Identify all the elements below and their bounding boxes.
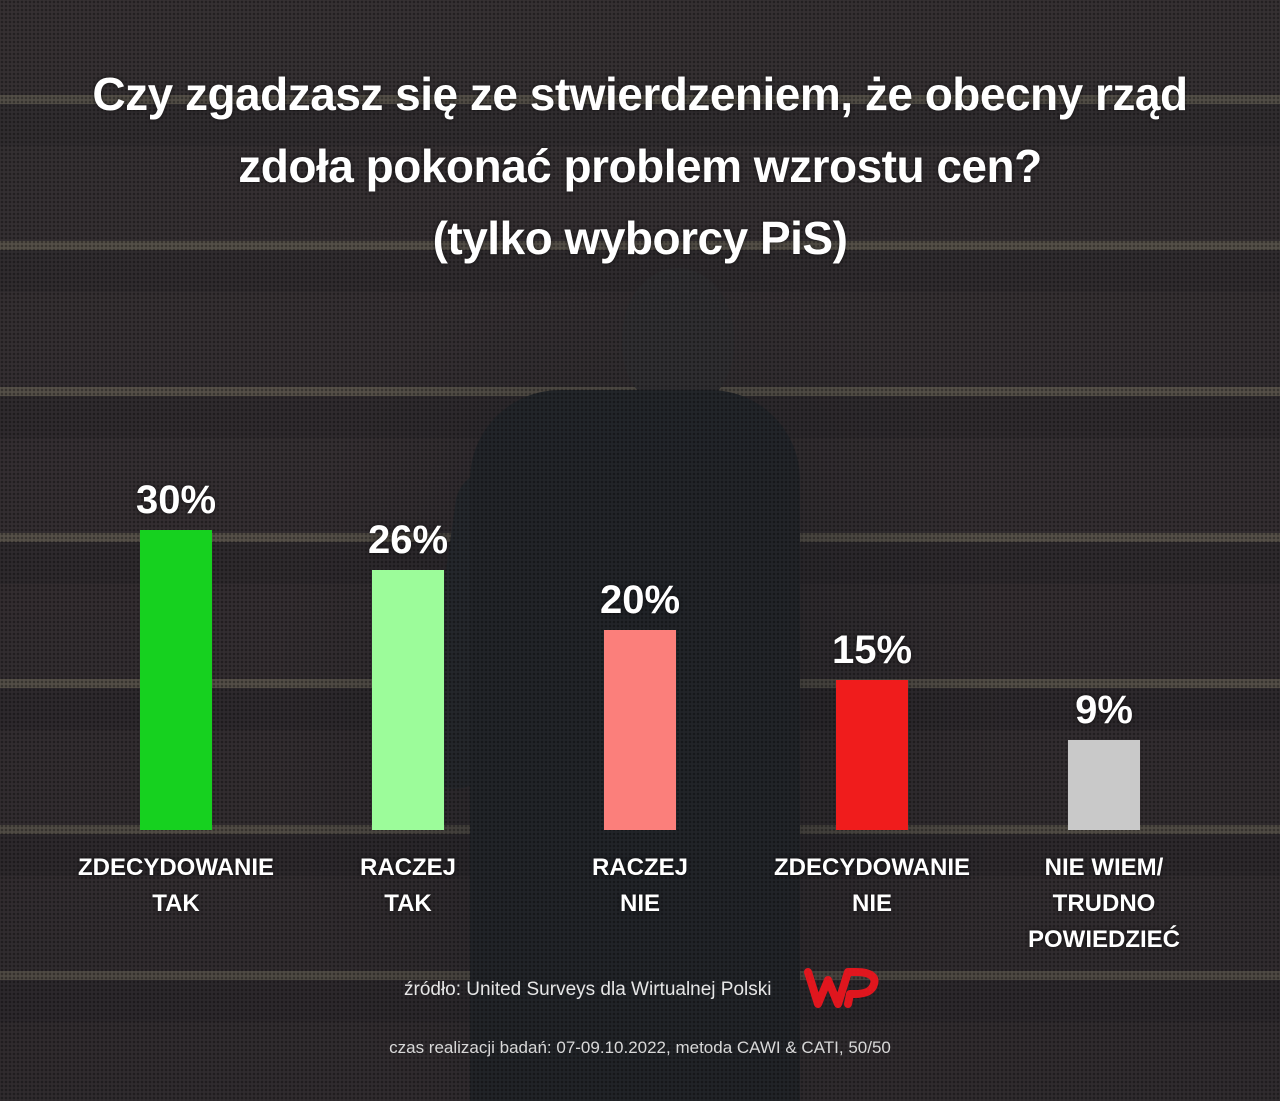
- bar: [1068, 740, 1140, 830]
- category-label: NIE WIEM/TRUDNO POWIEDZIEĆ: [974, 850, 1234, 958]
- category-label-line: TAK: [384, 890, 432, 917]
- chart-title: Czy zgadzasz się ze stwierdzeniem, że ob…: [0, 58, 1280, 274]
- bar-value-label: 26%: [367, 518, 449, 562]
- methodology-footnote: czas realizacji badań: 07-09.10.2022, me…: [389, 1038, 891, 1057]
- source-text: źródło: United Surveys dla Wirtualnej Po…: [404, 979, 772, 1000]
- category-label: ZDECYDOWANIE NIE: [742, 850, 1002, 922]
- bar-value-label: 9%: [1075, 688, 1133, 732]
- category-label: ZDECYDOWANIE TAK: [46, 850, 306, 922]
- category-label-line: TAK: [152, 890, 200, 917]
- bar-value-label: 20%: [599, 578, 681, 622]
- category-label-line: TRUDNO POWIEDZIEĆ: [1027, 890, 1180, 953]
- category-label-line: NIE WIEM/: [1044, 854, 1164, 881]
- wp-logo-icon: [804, 968, 879, 1008]
- title-line-1: Czy zgadzasz się ze stwierdzeniem, że ob…: [92, 68, 1188, 120]
- bar-value-label: 30%: [135, 478, 217, 522]
- bar: [836, 680, 908, 830]
- category-label-line: NIE: [619, 890, 660, 917]
- title-line-2: zdoła pokonać problem wzrostu cen?: [238, 140, 1042, 192]
- category-label: RACZEJ TAK: [278, 850, 538, 922]
- title-line-3: (tylko wyborcy PiS): [432, 212, 848, 264]
- bar-value-label: 15%: [831, 628, 913, 672]
- category-label-line: ZDECYDOWANIE: [77, 854, 274, 881]
- category-label-line: RACZEJ: [591, 854, 688, 881]
- bar: [604, 630, 676, 830]
- category-label-line: RACZEJ: [359, 854, 456, 881]
- category-label-line: NIE: [851, 890, 892, 917]
- bar: [140, 530, 212, 830]
- bar: [372, 570, 444, 830]
- category-label: RACZEJ NIE: [510, 850, 770, 922]
- category-label-line: ZDECYDOWANIE: [773, 854, 970, 881]
